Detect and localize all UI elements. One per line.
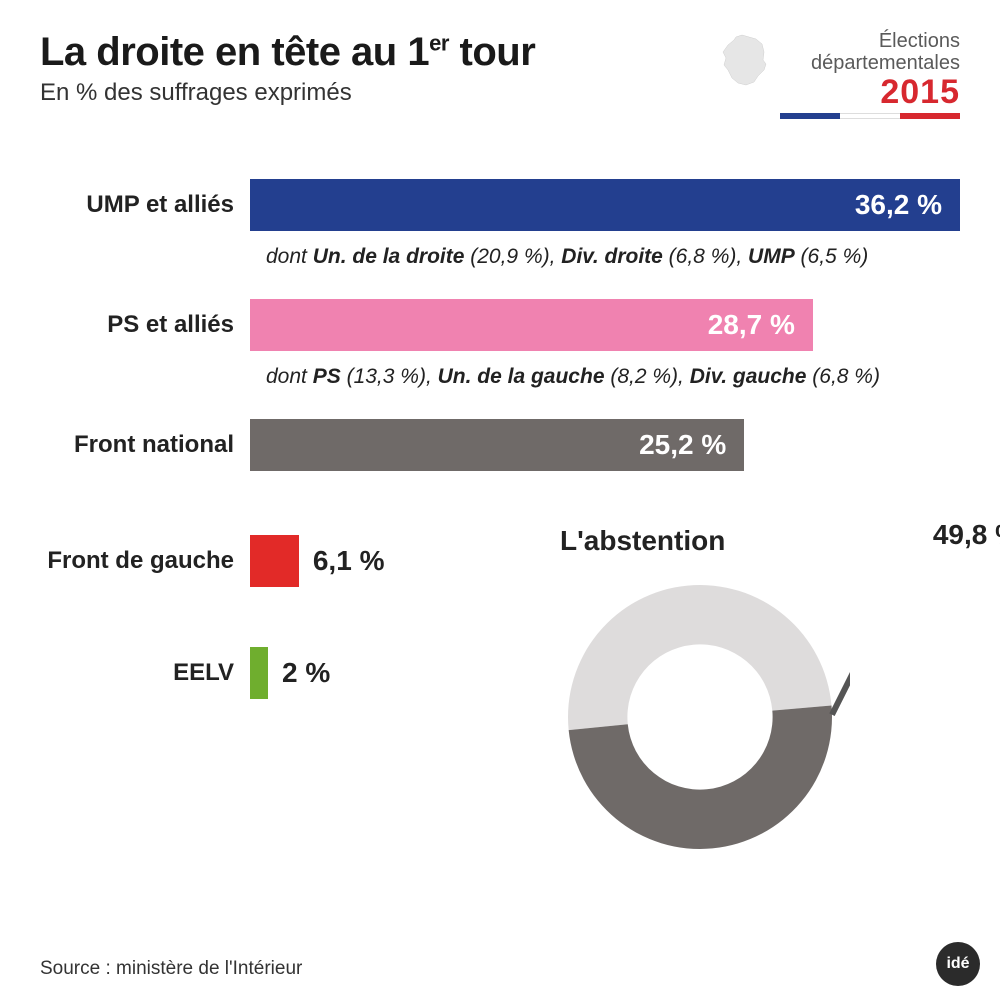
bar: 36,2 % <box>250 179 960 231</box>
callout-line <box>832 655 850 715</box>
bar-value: 36,2 % <box>855 189 942 221</box>
credit-text: idé <box>946 955 969 973</box>
bar-track: 25,2 % <box>250 419 960 471</box>
bar: 25,2 % <box>250 419 744 471</box>
bar-chart: UMP et alliés 36,2 % dont Un. de la droite… <box>0 129 1000 515</box>
header: La droite en tête au 1er tour En % des s… <box>0 0 1000 129</box>
logo-text: Élections départementales 2015 <box>811 30 960 111</box>
title-block: La droite en tête au 1er tour En % des s… <box>40 30 714 107</box>
lower-section: Front de gauche6,1 %EELV2 % L'abstention… <box>0 515 1000 867</box>
credit-badge: idé <box>936 942 980 986</box>
bar-label: UMP et alliés <box>40 191 250 219</box>
title-pre: La droite en tête au 1 <box>40 30 429 74</box>
bar: 6,1 % <box>250 535 299 587</box>
logo-year: 2015 <box>811 74 960 111</box>
bar-row: PS et alliés 28,7 % <box>40 299 960 351</box>
main-title: La droite en tête au 1er tour <box>40 30 714 75</box>
flag-red <box>900 113 960 119</box>
france-outline <box>723 35 766 85</box>
bar-track: 6,1 % <box>250 535 540 587</box>
bar-value: 6,1 % <box>313 545 385 577</box>
bar-value: 2 % <box>282 657 330 689</box>
bar-row: Front national 25,2 % <box>40 419 960 471</box>
bar-label: Front national <box>40 431 250 459</box>
election-logo: Élections départementales 2015 <box>714 30 960 119</box>
bar-label: Front de gauche <box>40 547 250 575</box>
donut-slice <box>569 706 832 850</box>
bar-row: UMP et alliés 36,2 % <box>40 179 960 231</box>
bar-label: PS et alliés <box>40 311 250 339</box>
subtitle: En % des suffrages exprimés <box>40 79 714 107</box>
header-row: La droite en tête au 1er tour En % des s… <box>40 30 960 119</box>
bar: 2 % <box>250 647 268 699</box>
abstention-value: 49,8 % <box>933 519 1000 551</box>
donut-slice <box>568 585 831 730</box>
donut-chart <box>550 567 850 867</box>
bar-value: 28,7 % <box>708 309 795 341</box>
abstention-title: L'abstention <box>560 525 960 557</box>
flag-white <box>840 113 900 119</box>
logo-line1: Élections <box>811 30 960 52</box>
flag-stripe-icon <box>780 113 960 119</box>
bar-breakdown: dont Un. de la droite (20,9 %), Div. dro… <box>40 245 960 269</box>
abstention-panel: L'abstention 49,8 % <box>540 525 960 867</box>
title-post: tour <box>449 30 535 74</box>
flag-blue <box>780 113 840 119</box>
title-sup: er <box>429 31 449 56</box>
bar-track: 28,7 % <box>250 299 960 351</box>
lower-bars: Front de gauche6,1 %EELV2 % <box>40 525 540 867</box>
logo-line2: départementales <box>811 52 960 74</box>
source-text: Source : ministère de l'Intérieur <box>40 958 302 980</box>
bar-breakdown: dont PS (13,3 %), Un. de la gauche (8,2 … <box>40 365 960 389</box>
bar-row: EELV2 % <box>40 647 540 699</box>
bar-row: Front de gauche6,1 % <box>40 535 540 587</box>
bar-value: 25,2 % <box>639 429 726 461</box>
bar-track: 36,2 % <box>250 179 960 231</box>
bar: 28,7 % <box>250 299 813 351</box>
bar-track: 2 % <box>250 647 540 699</box>
bar-label: EELV <box>40 659 250 687</box>
france-map-icon <box>714 30 774 90</box>
